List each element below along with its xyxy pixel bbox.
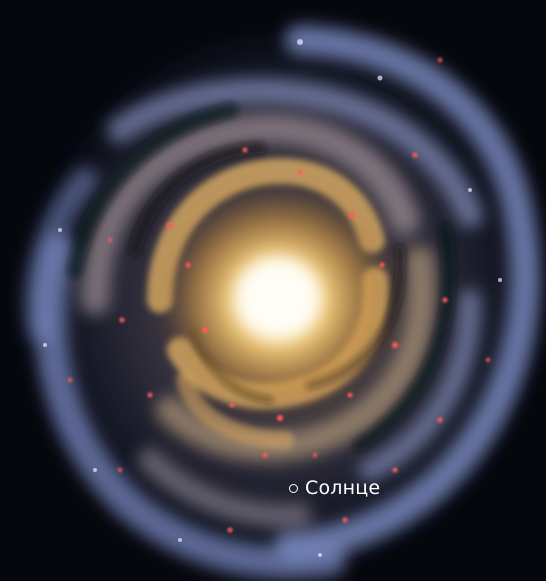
galaxy-core — [236, 258, 320, 338]
outer-spiral-arms — [24, 25, 541, 579]
circle-marker-icon — [289, 483, 298, 493]
sun-position-marker: Солнце — [289, 475, 380, 501]
sun-label: Солнце — [305, 477, 381, 499]
middle-spiral-arms — [80, 112, 436, 528]
star-forming-regions — [68, 58, 490, 533]
arm-stars — [43, 39, 502, 557]
